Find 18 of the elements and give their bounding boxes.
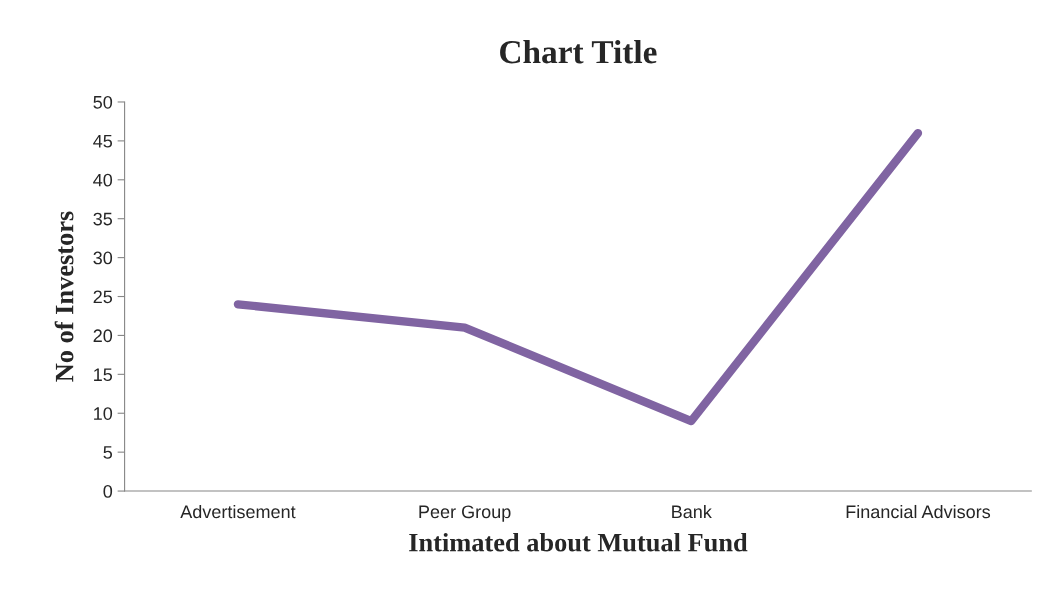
x-axis-title: Intimated about Mutual Fund: [409, 532, 748, 552]
y-tick-label: 25: [93, 290, 113, 304]
chart-title: Chart Title: [500, 39, 657, 64]
y-tick-label: 40: [93, 173, 113, 187]
x-tick-label: Peer Group: [419, 505, 511, 522]
x-tick-label: Financial Advisors: [846, 504, 991, 519]
y-tick-label: 30: [93, 251, 113, 265]
y-tick-label: 10: [94, 407, 113, 420]
y-tick-label: 45: [93, 135, 113, 148]
y-axis-title: No of Investors: [54, 211, 74, 382]
y-tick-label: 35: [93, 212, 113, 226]
x-tick-label: Advertisement: [180, 504, 296, 519]
y-tick-label: 0: [103, 485, 113, 498]
x-tick-label: Bank: [672, 504, 712, 519]
y-tick-label: 5: [103, 446, 113, 459]
y-tick-label: 50: [93, 95, 113, 109]
y-tick-label: 15: [94, 368, 113, 382]
y-tick-label: 20: [93, 329, 113, 343]
